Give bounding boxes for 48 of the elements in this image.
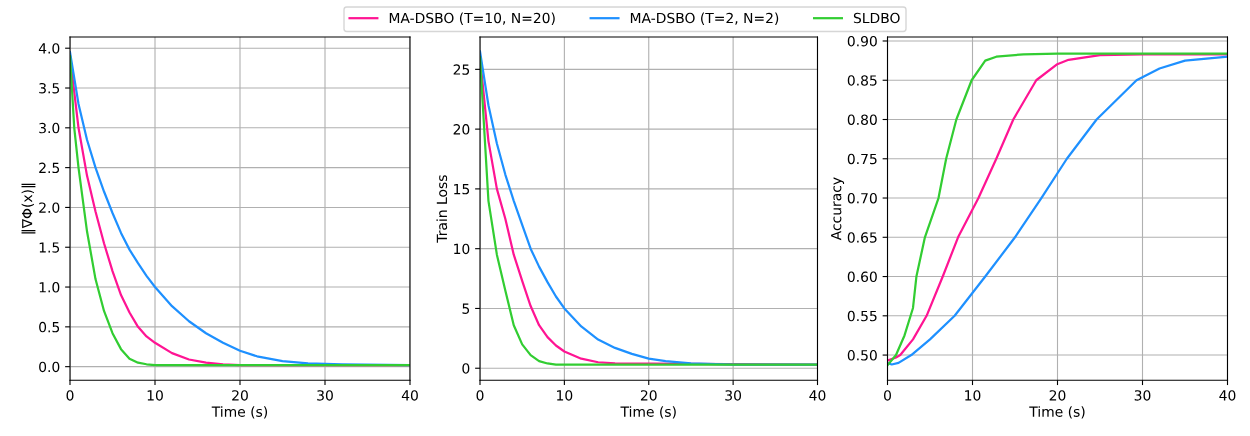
y-tick-label: 1.0 [39,282,60,293]
y-tick-label: 0.80 [847,114,877,125]
x-tick-label: 10 [965,390,981,401]
y-tick-label: 2.0 [39,202,60,213]
x-tick-label: 30 [725,390,742,401]
x-axis-title: Time (s) [620,406,676,419]
y-tick-label: 0.60 [847,271,877,283]
y-tick-label: 4.0 [38,43,60,54]
y-tick-label: 0.90 [847,35,877,47]
y-tick-label: 5 [462,303,470,314]
x-tick-label: 10 [557,390,573,401]
x-tick-label: 40 [809,390,826,401]
x-tick-label: 40 [1219,390,1236,401]
y-tick-label: 3.5 [39,82,60,94]
y-tick-label: 10 [454,243,470,255]
x-tick-label: 0 [66,390,74,401]
y-tick-label: 25 [453,64,470,75]
x-tick-label: 40 [401,390,418,401]
y-tick-label: 0 [462,363,470,374]
x-tick-label: 30 [1134,390,1151,401]
y-axis-title: Train Loss [436,175,448,243]
y-tick-label: 0.50 [847,350,877,361]
legend-label: MA-DSBO (T=2, N=2) [630,12,779,25]
x-tick-label: 20 [232,390,248,401]
y-tick-label: 15 [454,184,470,195]
y-tick-label: 0.0 [39,361,60,373]
x-tick-label: 20 [640,390,657,401]
x-axis-title: Time (s) [1029,406,1085,419]
y-tick-label: 0.70 [847,192,877,204]
legend-label: MA-DSBO (T=10, N=20) [389,12,555,25]
x-tick-label: 0 [884,390,891,401]
y-tick-label: 1.5 [39,242,60,253]
y-tick-label: 0.65 [847,232,877,243]
y-tick-label: 2.5 [39,162,60,174]
x-tick-label: 20 [1049,390,1066,401]
y-tick-label: 0.55 [847,310,877,322]
y-tick-label: 3.0 [39,122,60,134]
x-tick-label: 30 [317,390,333,401]
x-tick-label: 10 [147,390,163,401]
x-axis-title: Time (s) [211,406,268,419]
y-tick-label: 0.85 [847,75,877,86]
y-tick-label: 0.5 [39,321,60,333]
y-axis-title: ‖∇Φ(x)‖ [21,183,36,234]
y-axis-title: Accuracy [831,177,845,241]
x-tick-label: 0 [476,390,484,401]
legend-label: SLDBO [853,12,900,24]
y-tick-label: 20 [453,124,470,135]
y-tick-label: 0.75 [847,153,877,165]
